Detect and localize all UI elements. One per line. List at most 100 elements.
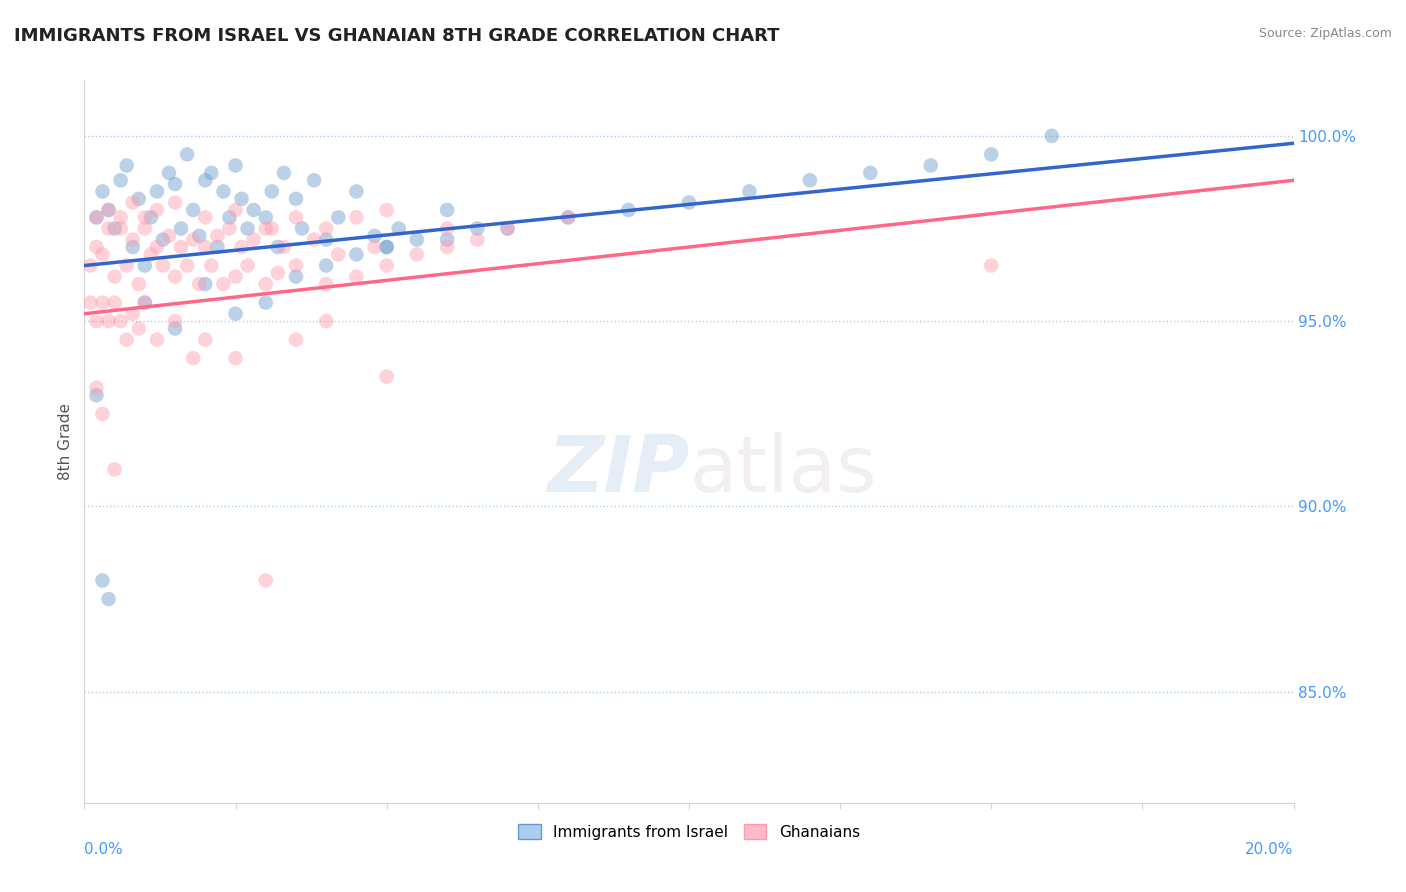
Point (110, 173, 132, 187)
Point (134, 259, 156, 273)
Point (346, 185, 368, 199)
Point (363, 240, 385, 254)
Point (225, 159, 247, 173)
Point (236, 221, 259, 235)
Point (91, 247, 114, 261)
Point (285, 333, 308, 347)
Point (97, 202, 120, 217)
Point (436, 202, 458, 217)
Text: ZIP: ZIP (547, 433, 689, 508)
Point (496, 221, 519, 235)
Point (176, 147, 198, 161)
Point (225, 307, 247, 321)
Point (181, 233, 204, 247)
Point (121, 307, 143, 321)
Legend: Immigrants from Israel, Ghanaians: Immigrants from Israel, Ghanaians (512, 818, 866, 846)
Point (134, 211, 156, 225)
Text: atlas: atlas (689, 433, 876, 508)
Point (375, 240, 398, 254)
Point (375, 259, 398, 273)
Point (181, 351, 204, 366)
Point (225, 351, 247, 366)
Point (134, 295, 156, 310)
Point (91, 407, 114, 421)
Point (436, 240, 458, 254)
Point (273, 240, 295, 254)
Point (406, 247, 429, 261)
Point (285, 269, 308, 284)
Point (291, 221, 314, 235)
Point (165, 195, 187, 210)
Text: Source: ZipAtlas.com: Source: ZipAtlas.com (1258, 27, 1392, 40)
Point (315, 233, 337, 247)
Point (315, 259, 337, 273)
Point (285, 211, 308, 225)
Point (146, 202, 169, 217)
Point (86, 314, 108, 328)
Point (436, 221, 458, 235)
Point (242, 233, 264, 247)
Point (91, 185, 114, 199)
Point (273, 166, 295, 180)
Point (260, 221, 283, 235)
Point (231, 192, 253, 206)
Point (267, 240, 290, 254)
Point (242, 202, 264, 217)
Point (104, 221, 127, 235)
Point (121, 240, 143, 254)
Point (134, 295, 156, 310)
Point (165, 177, 187, 191)
Point (86, 388, 108, 402)
Point (86, 211, 108, 225)
Point (236, 259, 259, 273)
Point (375, 369, 398, 384)
Point (212, 185, 235, 199)
Point (139, 247, 162, 261)
Point (207, 240, 229, 254)
Point (97, 202, 120, 217)
Point (97, 592, 120, 607)
Point (738, 185, 761, 199)
Point (86, 381, 108, 395)
Point (86, 211, 108, 225)
Point (86, 240, 108, 254)
Point (146, 240, 169, 254)
Point (146, 333, 169, 347)
Point (181, 202, 204, 217)
Point (207, 228, 229, 243)
Point (328, 211, 350, 225)
Point (315, 277, 337, 291)
Point (157, 166, 180, 180)
Point (91, 295, 114, 310)
Point (346, 211, 368, 225)
Point (302, 173, 325, 187)
Point (557, 211, 579, 225)
Point (315, 314, 337, 328)
Point (467, 221, 489, 235)
Point (375, 240, 398, 254)
Point (254, 574, 277, 588)
Point (254, 221, 277, 235)
Point (617, 202, 640, 217)
Point (920, 159, 942, 173)
Point (104, 269, 127, 284)
Point (254, 295, 277, 310)
Y-axis label: 8th Grade: 8th Grade (58, 403, 73, 480)
Point (104, 462, 127, 476)
Point (346, 269, 368, 284)
Point (302, 233, 325, 247)
Point (346, 247, 368, 261)
Point (97, 221, 120, 235)
Point (110, 211, 132, 225)
Point (110, 221, 132, 235)
Point (218, 221, 240, 235)
Point (388, 221, 411, 235)
Point (121, 195, 143, 210)
Point (212, 277, 235, 291)
Point (146, 185, 169, 199)
Point (194, 211, 217, 225)
Point (134, 221, 156, 235)
Point (104, 295, 127, 310)
Point (557, 211, 579, 225)
Point (194, 333, 217, 347)
